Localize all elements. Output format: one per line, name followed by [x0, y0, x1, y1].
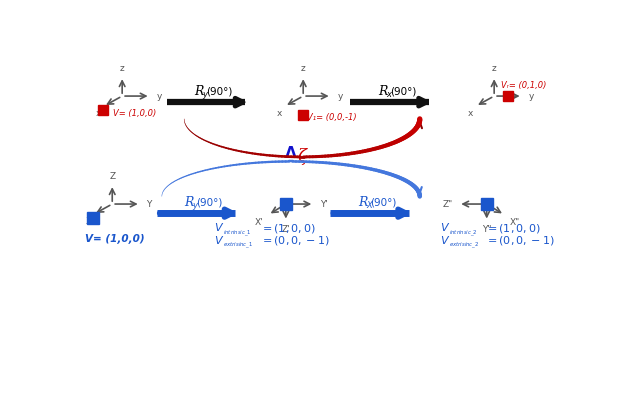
Text: Vᵣ= (0,1,0): Vᵣ= (0,1,0) — [500, 81, 546, 90]
Text: $_{extrisinc\_2}$: $_{extrisinc\_2}$ — [449, 240, 479, 251]
Text: X": X" — [509, 218, 520, 227]
Text: y: y — [193, 201, 198, 210]
Text: Z: Z — [109, 171, 115, 181]
Text: X': X' — [255, 218, 263, 227]
Text: $= (0, 0, -1)$: $= (0, 0, -1)$ — [485, 234, 555, 247]
Text: V₁= (0,0,-1): V₁= (0,0,-1) — [307, 113, 356, 122]
Text: (90°): (90°) — [390, 87, 417, 96]
Text: (90°): (90°) — [196, 198, 223, 207]
Text: X: X — [86, 217, 92, 226]
Text: y: y — [202, 90, 207, 99]
Text: R: R — [195, 85, 204, 98]
Text: $= (0, 0, -1)$: $= (0, 0, -1)$ — [260, 234, 330, 247]
Text: Y": Y" — [482, 225, 492, 234]
Text: $V$: $V$ — [214, 222, 224, 233]
Text: $V$: $V$ — [214, 233, 224, 246]
Text: x: x — [277, 109, 282, 118]
Text: Z": Z" — [442, 199, 452, 209]
Text: Z': Z' — [282, 225, 290, 234]
Text: R: R — [358, 196, 367, 209]
Text: V= (1,0,0): V= (1,0,0) — [85, 234, 145, 244]
Text: Y: Y — [147, 199, 152, 209]
Text: $V$: $V$ — [440, 233, 450, 246]
Text: z: z — [120, 64, 125, 73]
Text: x: x — [468, 109, 473, 118]
Text: y: y — [337, 92, 343, 101]
Text: $= (1,0,0)$: $= (1,0,0)$ — [485, 222, 541, 235]
Text: $V$: $V$ — [440, 222, 450, 233]
Text: y: y — [157, 92, 162, 101]
Text: V= (1,0,0): V= (1,0,0) — [113, 109, 157, 118]
Text: x: x — [96, 109, 101, 118]
Text: $_{intrinsic\_1}$: $_{intrinsic\_1}$ — [223, 228, 252, 239]
Text: $_{extrisinc\_1}$: $_{extrisinc\_1}$ — [223, 240, 253, 251]
Text: ζ: ζ — [298, 149, 307, 166]
Text: (90°): (90°) — [370, 198, 397, 207]
Text: y: y — [529, 92, 534, 101]
Text: $_{intrinsic\_2}$: $_{intrinsic\_2}$ — [449, 228, 477, 239]
Text: z: z — [492, 64, 497, 73]
Text: R: R — [378, 85, 387, 98]
Text: (90°): (90°) — [207, 87, 233, 96]
Text: Y': Y' — [320, 199, 328, 209]
Text: z: z — [301, 64, 305, 73]
Text: $= (1,0,0)$: $= (1,0,0)$ — [260, 222, 316, 235]
Text: R: R — [184, 196, 194, 209]
Text: x: x — [386, 90, 391, 99]
Text: Λ: Λ — [285, 145, 297, 160]
Text: X: X — [366, 201, 372, 210]
